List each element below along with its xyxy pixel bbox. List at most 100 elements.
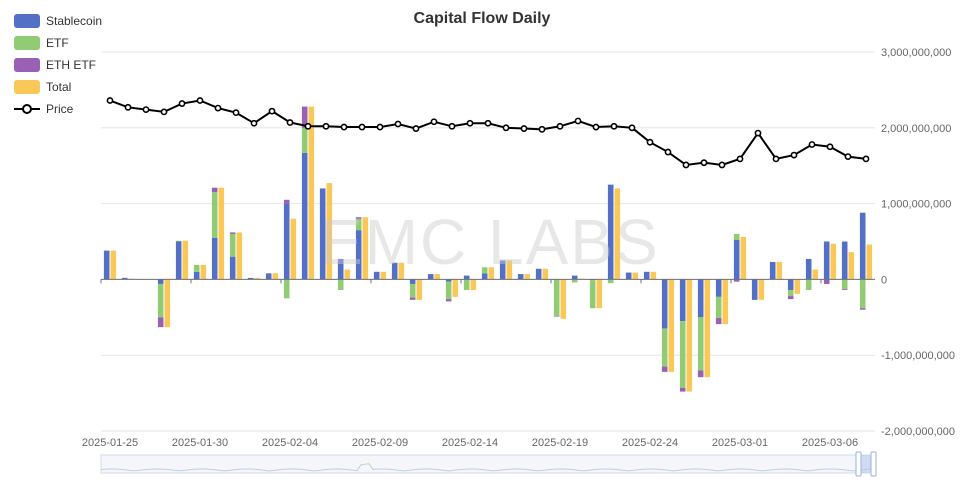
- bar-stablecoin[interactable]: [103, 250, 110, 280]
- bar-total[interactable]: [308, 106, 315, 280]
- bar-total[interactable]: [776, 261, 783, 280]
- bar-etf[interactable]: [193, 264, 200, 272]
- price-point[interactable]: [736, 155, 744, 163]
- bar-etf[interactable]: [445, 281, 452, 300]
- bar-total[interactable]: [218, 187, 225, 280]
- bar-eth-etf[interactable]: [301, 106, 308, 128]
- price-point[interactable]: [592, 123, 600, 131]
- price-point[interactable]: [340, 123, 348, 131]
- bar-total[interactable]: [488, 267, 495, 280]
- bar-etf[interactable]: [841, 279, 848, 290]
- bar-eth-etf[interactable]: [733, 279, 740, 282]
- bar-stablecoin[interactable]: [301, 152, 308, 280]
- bar-etf[interactable]: [337, 279, 344, 291]
- bar-eth-etf[interactable]: [715, 318, 722, 325]
- price-point[interactable]: [556, 122, 564, 130]
- price-point[interactable]: [376, 123, 384, 131]
- bar-eth-etf[interactable]: [841, 289, 848, 291]
- bar-total[interactable]: [326, 183, 333, 280]
- bar-etf[interactable]: [787, 290, 794, 297]
- bar-stablecoin[interactable]: [499, 260, 506, 280]
- bar-eth-etf[interactable]: [553, 315, 560, 317]
- bar-stablecoin[interactable]: [607, 184, 614, 280]
- bar-etf[interactable]: [175, 240, 182, 242]
- bar-total[interactable]: [452, 279, 459, 297]
- bar-stablecoin[interactable]: [211, 237, 218, 280]
- bar-stablecoin[interactable]: [121, 277, 128, 280]
- bar-total[interactable]: [470, 279, 477, 291]
- slider-selection[interactable]: [858, 455, 874, 473]
- bar-etf[interactable]: [607, 279, 614, 284]
- bar-etf[interactable]: [805, 279, 812, 291]
- price-point[interactable]: [862, 155, 870, 163]
- bar-etf[interactable]: [715, 296, 722, 319]
- price-point[interactable]: [664, 148, 672, 156]
- bar-total[interactable]: [200, 264, 207, 280]
- bar-etf[interactable]: [571, 279, 578, 283]
- price-point[interactable]: [286, 119, 294, 126]
- bar-eth-etf[interactable]: [355, 217, 362, 219]
- bar-etf[interactable]: [481, 267, 488, 274]
- price-point[interactable]: [430, 118, 438, 126]
- bar-stablecoin[interactable]: [265, 273, 272, 280]
- bar-etf[interactable]: [859, 279, 866, 309]
- bar-stablecoin[interactable]: [769, 261, 776, 280]
- price-point[interactable]: [790, 151, 798, 159]
- price-point[interactable]: [520, 125, 528, 132]
- bar-stablecoin[interactable]: [715, 279, 722, 297]
- bar-stablecoin[interactable]: [805, 258, 812, 280]
- bar-total[interactable]: [398, 262, 405, 280]
- bar-eth-etf[interactable]: [229, 232, 236, 234]
- price-point[interactable]: [448, 122, 456, 130]
- price-point[interactable]: [394, 120, 402, 128]
- price-point[interactable]: [214, 104, 222, 112]
- bar-stablecoin[interactable]: [625, 272, 632, 280]
- bar-total[interactable]: [848, 252, 855, 280]
- bar-eth-etf[interactable]: [283, 199, 290, 204]
- bar-total[interactable]: [164, 279, 171, 328]
- bar-total[interactable]: [236, 232, 243, 280]
- bar-total[interactable]: [506, 260, 513, 280]
- bar-stablecoin[interactable]: [175, 241, 182, 280]
- price-point[interactable]: [466, 119, 474, 127]
- bar-eth-etf[interactable]: [661, 366, 668, 372]
- bar-stablecoin[interactable]: [571, 275, 578, 280]
- price-point[interactable]: [610, 122, 618, 130]
- bar-total[interactable]: [830, 243, 837, 280]
- bar-total[interactable]: [416, 279, 423, 300]
- bar-eth-etf[interactable]: [445, 299, 452, 302]
- price-point[interactable]: [232, 109, 240, 117]
- price-point[interactable]: [844, 153, 852, 161]
- bar-etf[interactable]: [157, 283, 164, 318]
- bar-total[interactable]: [866, 244, 873, 280]
- bar-total[interactable]: [614, 188, 621, 280]
- bar-stablecoin[interactable]: [247, 277, 254, 280]
- bar-total[interactable]: [632, 272, 639, 280]
- bar-stablecoin[interactable]: [517, 274, 524, 280]
- bar-eth-etf[interactable]: [409, 297, 416, 300]
- price-point[interactable]: [502, 124, 510, 132]
- price-point[interactable]: [808, 141, 816, 148]
- price-point[interactable]: [682, 161, 690, 169]
- price-point[interactable]: [142, 106, 150, 114]
- price-point[interactable]: [826, 143, 834, 151]
- bar-stablecoin[interactable]: [481, 273, 488, 280]
- bar-total[interactable]: [362, 217, 369, 280]
- price-point[interactable]: [574, 117, 582, 125]
- bar-stablecoin[interactable]: [319, 188, 326, 280]
- bar-total[interactable]: [344, 269, 351, 280]
- legend-item-total[interactable]: Total: [14, 76, 102, 98]
- bar-stablecoin[interactable]: [841, 241, 848, 280]
- bar-etf[interactable]: [211, 192, 218, 238]
- bar-stablecoin[interactable]: [355, 230, 362, 280]
- price-point[interactable]: [250, 119, 258, 127]
- price-point[interactable]: [160, 108, 168, 116]
- bar-eth-etf[interactable]: [697, 370, 704, 378]
- bar-total[interactable]: [596, 279, 603, 309]
- price-point[interactable]: [196, 97, 204, 104]
- bar-total[interactable]: [110, 250, 117, 280]
- bar-etf[interactable]: [409, 283, 416, 298]
- bar-stablecoin[interactable]: [445, 279, 452, 282]
- price-point[interactable]: [268, 107, 276, 115]
- bar-total[interactable]: [560, 279, 567, 319]
